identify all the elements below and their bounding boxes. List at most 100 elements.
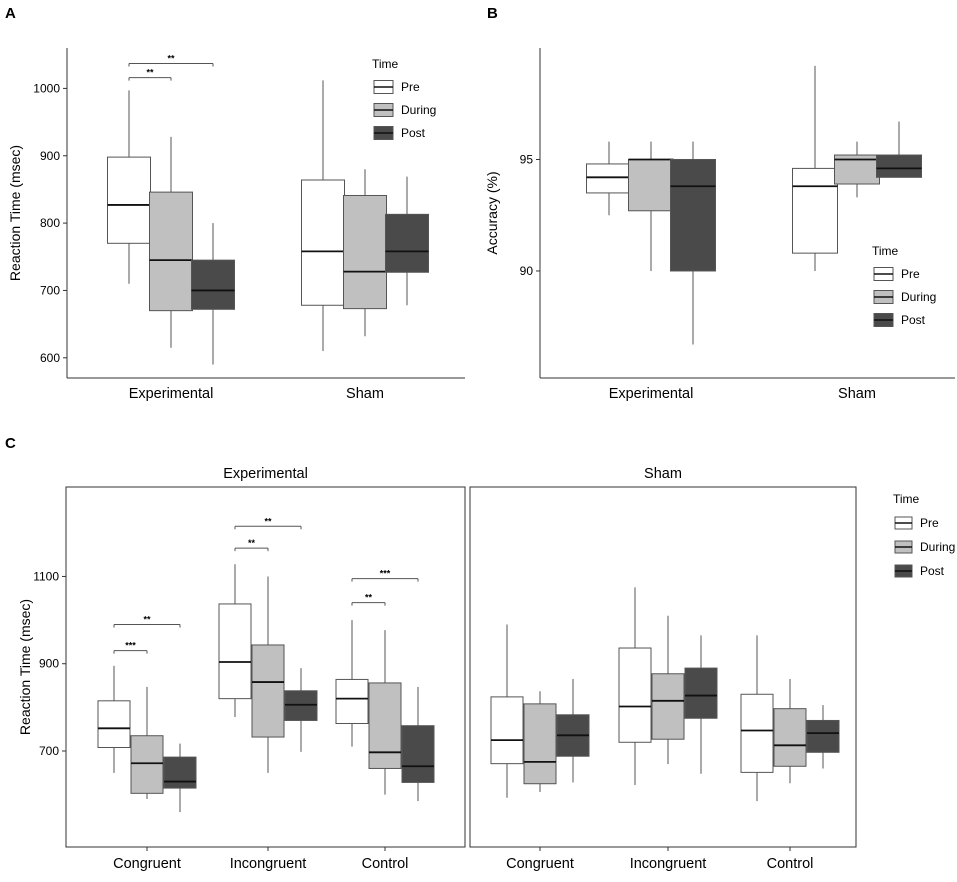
significance-label: ** [365,593,373,603]
panel-label: A [5,5,16,22]
facet-frame [65,486,466,848]
box-iqr [385,213,429,273]
legend-label: Pre [901,267,920,281]
x-category-label: Experimental [129,386,214,402]
box-sham-incongruent-post [684,635,718,774]
y-tick-label: 1100 [33,569,59,583]
y-tick-label: 1000 [33,81,60,95]
significance-label: *** [125,641,136,651]
box-iqr [773,708,807,767]
box-experimental-pre [586,141,632,216]
box-iqr [335,678,369,725]
panel-label: B [487,5,498,22]
box-iqr [806,719,840,753]
box-iqr [368,682,402,769]
box-iqr [97,700,131,749]
box-experimental-during [149,136,193,348]
box-experimental-pre [107,90,151,284]
y-tick-label: 700 [39,744,59,758]
facet-strip-label: Experimental [223,466,308,482]
box-sham-post [385,176,429,306]
box-experimental-incongruent-during [251,576,285,773]
box-experimental-congruent-pre [97,665,131,773]
x-category-label: Control [767,856,814,872]
box-sham-post [876,121,922,178]
box-iqr [301,179,345,306]
panel-label: C [5,435,16,452]
legend-title: Time [893,492,920,506]
box-sham-pre [301,80,345,352]
y-tick-label: 95 [520,152,534,166]
x-category-label: Congruent [506,856,574,872]
legend-label: Post [920,564,945,578]
box-experimental-during [628,141,674,271]
legend-label: Post [901,313,926,327]
y-tick-label: 900 [39,657,59,671]
x-category-label: Sham [346,386,384,402]
legend-label: Post [401,126,426,140]
x-category-label: Incongruent [630,856,707,872]
box-iqr [792,167,838,254]
box-sham-pre [792,65,838,271]
box-iqr [191,259,235,310]
box-sham-control-during [773,679,807,784]
significance-label: ** [167,53,175,63]
y-tick-label: 900 [40,149,60,163]
box-sham-during [343,169,387,337]
x-category-label: Congruent [113,856,181,872]
significance-label: *** [380,569,391,579]
significance-label: ** [143,614,151,624]
box-iqr [251,644,285,738]
facet-strip-label: Sham [644,466,682,482]
y-axis-title: Accuracy (%) [484,171,500,254]
box-sham-congruent-post [556,679,590,783]
box-experimental-control-post [401,686,435,802]
legend-label: Pre [401,80,420,94]
facet-frame [469,486,857,848]
box-sham-during [834,141,880,198]
legend-label: During [401,103,436,117]
y-tick-label: 90 [520,264,534,278]
box-experimental-control-pre [335,620,369,747]
y-axis-title: Reaction Time (msec) [7,145,23,281]
significance-label: ** [146,68,154,78]
y-tick-label: 600 [40,351,60,365]
legend-title: Time [372,57,399,71]
legend-label: During [920,540,955,554]
box-iqr [130,735,164,794]
box-experimental-post [191,223,235,365]
box-sham-control-post [806,705,840,769]
box-iqr [343,194,387,310]
box-iqr [107,156,151,244]
x-category-label: Incongruent [230,856,307,872]
box-iqr [651,673,685,740]
box-experimental-congruent-post [163,743,197,813]
box-experimental-incongruent-post [284,668,318,752]
box-sham-incongruent-pre [618,587,652,786]
box-iqr [876,154,922,178]
box-iqr [684,667,718,719]
box-iqr [218,603,252,700]
x-category-label: Control [362,856,409,872]
legend-label: During [901,290,936,304]
y-tick-label: 800 [40,216,60,230]
box-iqr [149,191,193,312]
box-experimental-incongruent-pre [218,564,252,717]
box-iqr [670,158,716,272]
box-sham-control-pre [740,635,774,802]
box-experimental-control-during [368,630,402,795]
y-tick-label: 700 [40,283,60,297]
box-iqr [586,163,632,194]
box-experimental-congruent-during [130,686,164,799]
box-iqr [740,693,774,773]
legend-title: Time [872,244,899,258]
legend-label: Pre [920,516,939,530]
box-sham-congruent-during [523,691,557,793]
box-iqr [490,696,524,765]
box-iqr [163,756,197,789]
x-category-label: Experimental [609,386,694,402]
y-axis-title: Reaction Time (msec) [17,599,33,735]
box-sham-congruent-pre [490,624,524,798]
significance-label: ** [248,538,256,548]
